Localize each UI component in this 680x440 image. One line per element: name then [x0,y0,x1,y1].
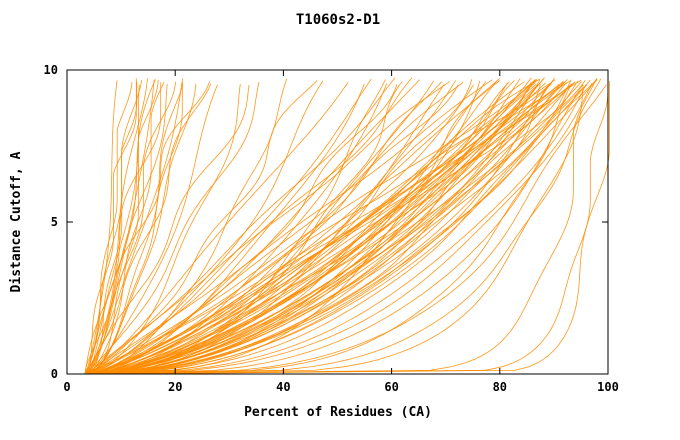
model-curve [87,84,474,375]
model-curve [88,78,184,375]
model-curve [90,79,386,375]
plot-title: T1060s2-D1 [296,12,380,28]
model-curve [88,82,508,375]
curves-layer [83,77,610,375]
model-curve [88,77,413,375]
model-curve [90,83,572,375]
model-curve [88,81,582,375]
model-curve [84,79,155,375]
model-curve [87,78,372,375]
model-curve [89,79,473,375]
model-curve [91,81,464,375]
model-curve [88,78,137,375]
model-curve [85,82,162,374]
model-curve [85,80,564,375]
model-curve [91,83,388,375]
model-curve [90,80,481,375]
model-curve [88,82,349,375]
model-curve [92,84,584,375]
model-curve [91,81,403,375]
x-tick-label: 80 [493,380,507,394]
model-curve [89,80,435,375]
x-tick-label: 60 [384,380,398,394]
model-curve [88,80,318,375]
model-curve [92,82,546,375]
model-curve [85,84,398,375]
model-curve [87,79,420,375]
model-curve [89,82,532,375]
model-curve [95,78,598,375]
model-curve [90,80,501,375]
y-tick-label: 0 [51,367,58,381]
axes-layer: 0 20 40 60 80 100 0 5 10 [44,63,619,394]
model-curve [91,80,609,375]
model-curve [91,79,582,375]
model-curve [84,79,586,375]
model-curve [88,81,165,375]
model-curve [86,79,493,375]
model-curve [85,85,250,375]
model-curve [86,82,552,375]
model-curve [86,79,535,375]
model-curve [86,79,156,375]
model-curve [86,78,521,375]
model-curve [85,81,210,374]
model-curve [83,80,118,375]
model-curve [89,83,541,375]
model-curve [85,79,572,375]
model-curve [89,84,572,375]
model-curve [87,81,450,375]
model-curve [87,84,140,375]
model-curve [87,83,168,375]
model-curve [84,78,602,375]
model-curve [85,80,142,375]
model-curve [90,78,536,375]
model-curve [85,84,184,375]
model-curve [85,84,584,375]
model-curve [85,82,133,375]
model-curve [86,81,183,375]
model-curve [85,80,324,375]
model-curve [87,79,538,375]
model-curve [86,84,218,375]
model-curve [92,81,564,375]
model-curve [85,77,396,375]
model-curve [90,84,607,375]
model-curve [86,81,487,375]
model-curve [89,80,610,375]
model-curve [93,77,545,375]
model-curve [87,84,587,375]
model-curve [88,81,138,375]
model-curve [88,83,241,375]
model-curve [85,77,555,375]
model-curve [91,82,567,375]
model-curve [91,83,445,375]
model-curve [89,78,598,375]
model-curve [90,78,501,375]
x-tick-label: 40 [276,380,290,394]
y-tick-label: 10 [44,63,58,77]
model-curve [86,83,593,375]
model-curve [89,80,456,375]
model-curve [84,81,260,375]
model-curve [89,79,159,375]
model-curve [86,78,148,375]
model-curve [88,81,525,375]
x-tick-label: 0 [63,380,70,394]
model-curve [89,83,573,375]
y-axis-label: Distance Cutoff, A [9,151,24,292]
x-tick-label: 100 [597,380,619,394]
x-tick-label: 20 [168,380,182,394]
model-curve [90,81,566,375]
model-curve [89,83,365,375]
y-tick-label: 5 [51,215,58,229]
x-axis-label: Percent of Residues (CA) [244,405,432,420]
model-curve [85,83,552,375]
model-curve [85,84,459,375]
